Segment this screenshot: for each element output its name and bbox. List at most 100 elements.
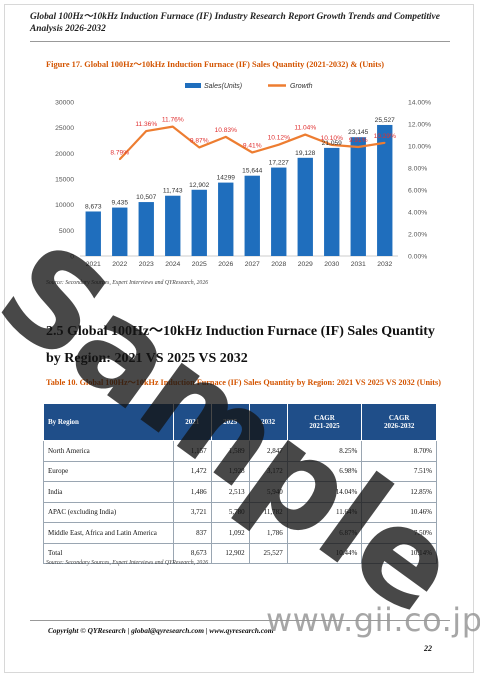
growth-point xyxy=(357,146,360,148)
x-tick-label: 2026 xyxy=(218,261,233,268)
section-title: 2.5 Global 100Hz～10kHz Induction Furnace… xyxy=(46,324,435,366)
bar-value-label: 21,059 xyxy=(322,140,343,147)
growth-point xyxy=(171,125,174,128)
growth-value-label: 10.83% xyxy=(215,127,238,134)
report-header-title: Global 100Hz～10kHz Induction Furnace (IF… xyxy=(30,12,440,34)
cell-region: Middle East, Africa and Latin America xyxy=(43,522,174,544)
growth-value-labels: 8.79%11.36%11.76%9.87%10.83%9.41%10.12%1… xyxy=(110,117,396,157)
x-tick-label: 2028 xyxy=(271,261,286,268)
sales-bar xyxy=(271,167,287,256)
growth-value-label: 8.79% xyxy=(110,149,129,156)
y-right-tick-label: 2.00% xyxy=(408,232,427,239)
growth-point xyxy=(277,143,280,146)
bar-value-labels: 8,673 9,435 10,507 11,743 12,902 14299 15,644 1… xyxy=(85,117,395,211)
growth-point xyxy=(251,151,254,154)
sales-bars xyxy=(85,124,393,256)
y-left-tick-label: 0 xyxy=(70,254,74,261)
y-left-tick-label: 20000 xyxy=(55,151,74,158)
y-axis-right: 0.00% 2.00% 4.00% 6.00% 8.00% 10.00% 12.00% 14.… xyxy=(408,100,431,261)
y-left-tick-label: 5000 xyxy=(59,228,74,235)
sales-bar xyxy=(138,202,154,256)
table-row: APAC (excluding India) 3,721 5,780 11,78… xyxy=(43,501,437,523)
sales-bar xyxy=(218,182,234,256)
y-left-tick-label: 25000 xyxy=(55,125,74,132)
page-border xyxy=(4,4,474,673)
col-header-cagr-2021-2025: CAGR 2021-2025 xyxy=(286,403,363,441)
growth-point xyxy=(383,142,386,144)
sales-bar xyxy=(85,211,101,256)
bar-value-label: 23,145 xyxy=(348,129,369,136)
growth-point xyxy=(330,144,333,146)
gii-watermark: www.gii.co.jp xyxy=(266,601,480,639)
table-row: North America 1,157 1,589 2,847 8.25% 8.… xyxy=(43,440,437,462)
sales-bar xyxy=(244,175,260,256)
y-right-tick-label: 6.00% xyxy=(408,188,427,195)
growth-value-label: 9.91% xyxy=(349,137,368,144)
legend-label-sales: Sales(Units) xyxy=(204,83,242,90)
cell-2021: 837 xyxy=(172,522,212,544)
table-source: Source: Secondary Sources, Expert Interv… xyxy=(46,560,209,566)
sales-bar xyxy=(350,137,366,256)
sales-bar xyxy=(377,124,393,256)
x-tick-label: 2022 xyxy=(112,261,127,268)
table-row: India 1,486 2,513 5,940 14.04% 12.85% xyxy=(43,481,437,503)
y-right-tick-label: 0.00% xyxy=(408,254,427,261)
bar-value-label: 11,743 xyxy=(163,188,183,195)
legend-swatch-sales xyxy=(185,83,201,88)
growth-value-label: 10.12% xyxy=(268,135,291,142)
figure-source: Source: Secondary Sources, Expert Interv… xyxy=(46,280,209,286)
growth-value-label: 11.76% xyxy=(162,117,184,124)
growth-point xyxy=(304,133,307,136)
bar-value-label: 9,435 xyxy=(111,200,128,207)
table-caption: Table 10. Global 100Hz～10kHz Induction F… xyxy=(46,378,441,387)
sales-bar xyxy=(165,195,181,256)
cell-region: APAC (excluding India) xyxy=(43,501,174,523)
cell-2032: 25,527 xyxy=(248,542,288,564)
footer-copyright: Copyright © QYResearch | global@qyresear… xyxy=(48,626,274,635)
col-header-cagr-2026-2032: CAGR 2026-2032 xyxy=(361,403,437,441)
growth-value-label: 9.41% xyxy=(243,142,262,149)
sales-bar xyxy=(297,157,313,256)
sales-bar xyxy=(112,207,128,256)
bar-value-label: 8,673 xyxy=(85,203,102,210)
x-tick-label: 2023 xyxy=(139,261,154,268)
y-right-tick-label: 14.00% xyxy=(408,100,431,107)
y-left-tick-label: 15000 xyxy=(55,177,74,184)
table-row-total: Total 8,673 12,902 25,527 10.44% 10.14% xyxy=(43,542,437,564)
page-number: 22 xyxy=(424,644,432,653)
legend-label-growth: Growth xyxy=(290,83,313,90)
y-axis-left: 0 5000 10000 15000 20000 25000 30000 xyxy=(55,100,74,261)
bar-value-label: 12,902 xyxy=(189,182,210,189)
sales-bar xyxy=(191,189,207,256)
col-header-2021: 2021 xyxy=(172,403,212,441)
x-tick-label: 2029 xyxy=(298,261,313,268)
x-tick-label: 2027 xyxy=(245,261,260,268)
bar-value-label: 25,527 xyxy=(375,117,396,124)
growth-point xyxy=(198,146,201,149)
col-header-2032: 2032 xyxy=(248,403,288,441)
growth-value-label: 9.87% xyxy=(190,137,209,144)
bar-value-label: 15,644 xyxy=(242,168,263,175)
x-tick-label: 2030 xyxy=(324,261,339,268)
growth-value-label: 11.04% xyxy=(294,125,316,132)
bar-value-label: 14299 xyxy=(217,175,236,182)
y-right-tick-label: 10.00% xyxy=(408,144,431,151)
y-right-tick-label: 8.00% xyxy=(408,166,427,173)
sales-growth-chart: Sales(Units) Growth 0 5000 10000 15000 20000 2… xyxy=(55,83,431,268)
bar-value-label: 19,128 xyxy=(295,150,316,157)
y-right-tick-label: 12.00% xyxy=(408,122,431,129)
x-tick-label: 2032 xyxy=(377,261,392,268)
x-axis-labels: 2021 2022 2023 2024 2025 2026 2027 2028 2029 2030… xyxy=(86,261,393,268)
figure-caption: Figure 17. Global 100Hz～10kHz Induction … xyxy=(46,60,385,69)
y-left-tick-label: 30000 xyxy=(55,100,74,107)
cell-region: Total xyxy=(43,542,174,564)
bar-value-label: 10,507 xyxy=(136,194,157,201)
y-right-tick-label: 4.00% xyxy=(408,210,427,217)
cell-cagr2: 10.14% xyxy=(361,542,437,564)
bar-value-label: 17,227 xyxy=(269,160,290,167)
sales-bar xyxy=(324,147,340,256)
growth-value-label: 10.10% xyxy=(321,135,344,142)
growth-point xyxy=(145,130,148,132)
table-header-row: By Region 2021 2025 2032 CAGR 2021-2025 C… xyxy=(43,403,437,441)
x-tick-label: 2031 xyxy=(351,261,366,268)
